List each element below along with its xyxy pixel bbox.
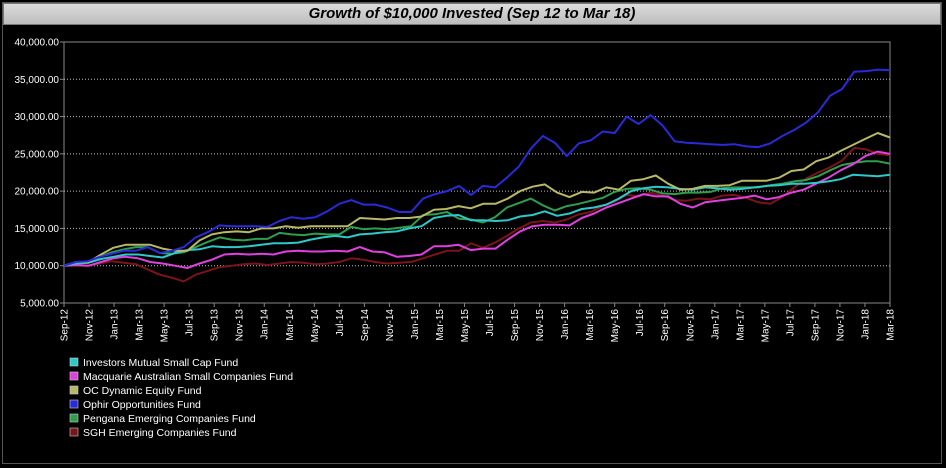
y-tick-label: 15,000.00: [15, 224, 60, 235]
series-line-5: [64, 146, 891, 283]
y-tick-label: 40,000.00: [15, 38, 60, 49]
y-tick-label: 10,000.00: [15, 261, 60, 272]
x-tick-label: Jul-15: [485, 309, 496, 337]
plot-area: [63, 41, 891, 304]
y-tick-label: 35,000.00: [15, 75, 60, 86]
x-tick-label: Jan-18: [860, 309, 871, 340]
x-tick-label: Nov-15: [535, 309, 546, 342]
x-tick-label: Mar-16: [585, 309, 596, 341]
x-tick-label: Sep-15: [510, 309, 521, 342]
x-tick-label: May-17: [760, 309, 771, 343]
legend-label: Investors Mutual Small Cap Fund: [83, 357, 238, 369]
x-tick-label: Mar-18: [886, 309, 897, 341]
y-tick-label: 30,000.00: [15, 112, 60, 123]
legend-swatch: [69, 385, 79, 395]
x-tick-label: Jul-17: [785, 309, 796, 337]
legend: Investors Mutual Small Cap Fund Macquarie…: [69, 357, 293, 439]
x-tick-label: Sep-14: [360, 309, 371, 342]
x-tick-label: Jan-13: [110, 309, 121, 340]
x-tick-label: Jan-14: [260, 309, 271, 340]
x-tick-label: Nov-14: [385, 309, 396, 342]
y-tick-label: 20,000.00: [15, 187, 60, 198]
series-line-3: [63, 68, 891, 267]
legend-label: SGH Emerging Companies Fund: [83, 427, 237, 439]
legend-swatch: [69, 371, 79, 381]
series-line-0: [63, 173, 891, 267]
x-tick-label: Mar-13: [135, 309, 146, 341]
x-tick-label: Nov-16: [685, 309, 696, 342]
legend-swatch: [69, 357, 79, 367]
x-tick-label: Sep-16: [660, 309, 671, 342]
x-tick-label: Mar-15: [435, 309, 446, 341]
legend-label: OC Dynamic Equity Fund: [83, 385, 202, 397]
legend-swatch: [69, 413, 79, 423]
y-tick-label: 5,000.00: [20, 299, 59, 310]
x-tick-label: Mar-14: [285, 309, 296, 341]
chart-title-bar: Growth of $10,000 Invested (Sep 12 to Ma…: [3, 3, 941, 25]
x-tick-label: Jul-16: [635, 309, 646, 337]
x-tick-label: Jan-15: [410, 309, 421, 340]
x-tick-label: Jan-16: [560, 309, 571, 340]
x-tick-label: Nov-17: [835, 309, 846, 342]
x-tick-label: May-14: [310, 309, 321, 343]
x-tick-label: Mar-17: [735, 309, 746, 341]
legend-swatch: [69, 427, 79, 437]
x-tick-label: Nov-13: [235, 309, 246, 342]
x-tick-label: Jul-14: [335, 309, 346, 337]
x-tick-label: Sep-12: [60, 309, 71, 342]
x-tick-label: Sep-17: [810, 309, 821, 342]
x-tick-label: Sep-13: [210, 309, 221, 342]
plot-border: [63, 41, 891, 304]
x-axis: Sep-12 Nov-12 Jan-13 Mar-13 May-13 Jul-13 Sep-…: [60, 303, 897, 342]
y-tick-label: 25,000.00: [15, 149, 60, 160]
y-axis: 5,000.00 10,000.00 15,000.00 20,000.00 25,00…: [15, 38, 64, 310]
legend-swatch: [69, 399, 79, 409]
x-tick-label: Nov-12: [85, 309, 96, 342]
x-tick-label: May-16: [610, 309, 621, 343]
legend-label: Pengana Emerging Companies Fund: [83, 413, 256, 425]
x-tick-label: Jul-13: [185, 309, 196, 337]
legend-label: Ophir Opportunities Fund: [83, 399, 201, 411]
legend-label: Macquarie Australian Small Companies Fun…: [83, 371, 293, 383]
series-line-2: [63, 132, 891, 267]
chart-title: Growth of $10,000 Invested (Sep 12 to Ma…: [308, 5, 636, 22]
x-tick-label: May-13: [160, 309, 171, 343]
x-tick-label: May-15: [460, 309, 471, 343]
x-tick-label: Jan-17: [710, 309, 721, 340]
series-lines: [63, 68, 891, 283]
series-line-1: [63, 150, 891, 269]
